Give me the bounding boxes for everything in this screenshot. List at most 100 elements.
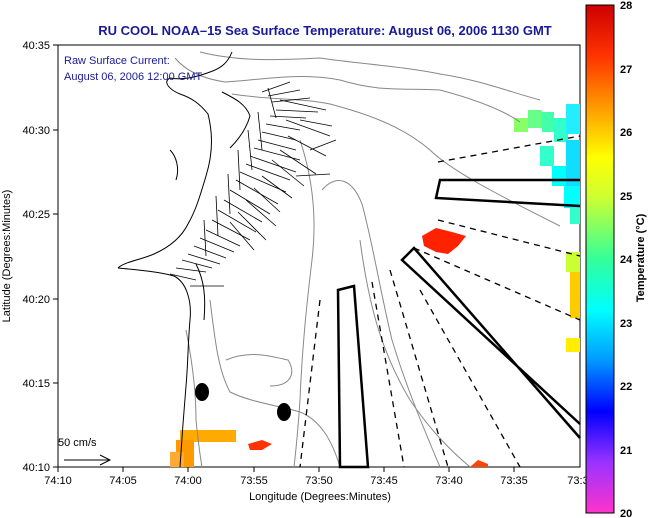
current-vector <box>309 139 337 151</box>
x-axis: 74:10 74:05 74:00 73:55 73:50 73:45 73:4… <box>44 467 589 503</box>
coastline-segment <box>117 51 233 269</box>
x-axis-label: Longitude (Degrees:Minutes) <box>249 491 391 503</box>
current-vector <box>257 139 297 151</box>
colorbar-tick-label: 25 <box>620 191 632 203</box>
current-vector <box>257 111 263 151</box>
colorbar-label: Temperature (°C) <box>635 213 647 302</box>
dashed-transect <box>419 289 521 468</box>
x-tick-label: 73:45 <box>370 475 398 487</box>
current-vector <box>269 115 307 119</box>
y-tick-label: 40:35 <box>22 40 50 52</box>
survey-box <box>434 178 581 208</box>
bathymetry-contour <box>293 139 315 468</box>
sst-patch <box>540 146 554 166</box>
current-vector <box>175 267 207 273</box>
sst-patch <box>248 440 272 450</box>
current-vector <box>229 221 255 251</box>
current-vector <box>249 155 297 173</box>
colorbar-tick-label: 24 <box>620 254 633 266</box>
colorbar-tick-label: 20 <box>620 508 632 518</box>
y-tick-label: 40:25 <box>22 209 50 221</box>
current-vector <box>199 237 235 253</box>
current-vector <box>261 81 291 93</box>
current-vector <box>229 189 271 215</box>
coastline-segment <box>117 267 191 468</box>
colorbar-tick-label: 27 <box>620 64 632 76</box>
sst-patch <box>566 104 580 134</box>
x-tick-label: 74:00 <box>174 475 202 487</box>
map-area <box>64 51 581 469</box>
sst-patch <box>542 112 554 132</box>
survey-box <box>336 284 370 469</box>
current-vector <box>285 119 331 137</box>
bathymetry-contour <box>321 180 441 468</box>
bathymetry-contour <box>359 239 471 468</box>
x-tick-label: 73:40 <box>435 475 463 487</box>
colorbar: 28 27 26 25 24 23 22 21 20 Temperature (… <box>585 0 647 518</box>
current-vector <box>187 253 221 265</box>
current-label-line1: Raw Surface Current: <box>64 55 170 67</box>
sst-patch <box>564 186 580 208</box>
current-vector <box>181 259 213 269</box>
colorbar-tick-label: 28 <box>620 0 632 12</box>
sst-patch <box>566 338 580 352</box>
colorbar-tick-label: 26 <box>620 127 632 139</box>
scale-label: 50 cm/s <box>58 437 97 449</box>
sst-patch <box>170 452 184 467</box>
surface-current-vectors <box>169 81 337 287</box>
current-vector <box>235 179 279 205</box>
bathymetry-contour <box>199 51 541 101</box>
dashed-transect <box>371 281 405 468</box>
current-vector <box>237 211 267 241</box>
sst-patch <box>554 118 568 142</box>
dashed-transect <box>437 219 581 257</box>
sst-patch <box>470 460 488 467</box>
y-axis: 40:35 40:30 40:25 40:20 40:15 40:10 Lati… <box>1 40 58 474</box>
sst-patch <box>566 252 580 272</box>
bathymetry-contour <box>225 354 293 387</box>
current-vector <box>215 195 219 237</box>
x-tick-label: 73:3 <box>567 475 588 487</box>
current-vector <box>261 175 293 199</box>
coastline-segment <box>169 149 179 181</box>
current-vector <box>227 173 231 215</box>
current-vector <box>267 89 301 97</box>
bathymetry-contour <box>231 93 561 227</box>
figure-title: RU COOL NOAA–15 Sea Surface Temperature:… <box>98 23 552 38</box>
sst-patch <box>570 208 580 224</box>
sst-patch <box>514 118 528 132</box>
current-vector <box>205 229 241 247</box>
sst-patch <box>570 272 580 318</box>
survey-box <box>400 246 581 439</box>
current-vector <box>223 199 263 223</box>
coastline-segment <box>195 263 206 321</box>
y-tick-label: 40:10 <box>22 462 50 474</box>
current-vector <box>279 99 327 111</box>
y-axis-label: Latitude (Degrees:Minutes) <box>1 190 13 323</box>
current-vector <box>265 123 301 131</box>
current-vector <box>203 219 207 257</box>
plot-frame <box>57 44 581 468</box>
current-vector <box>261 131 297 141</box>
current-vector <box>237 149 241 191</box>
current-vector <box>239 171 287 193</box>
current-vector <box>275 109 319 113</box>
bathymetry-contour <box>174 57 521 123</box>
current-vector <box>287 135 327 157</box>
x-tick-label: 73:50 <box>305 475 333 487</box>
current-vector <box>217 209 257 233</box>
current-vector <box>245 163 291 181</box>
colorbar-tick-label: 21 <box>620 445 632 457</box>
scale-arrow <box>64 454 112 466</box>
current-vector <box>267 87 277 119</box>
bathymetry-contours <box>174 51 561 468</box>
current-vector <box>169 273 197 281</box>
current-vector <box>271 159 305 187</box>
current-vector <box>271 97 311 103</box>
survey-dashed-lines <box>299 135 581 468</box>
current-vector <box>279 149 317 175</box>
current-vector <box>295 173 331 177</box>
coastline <box>117 51 251 468</box>
y-tick-label: 40:30 <box>22 125 50 137</box>
